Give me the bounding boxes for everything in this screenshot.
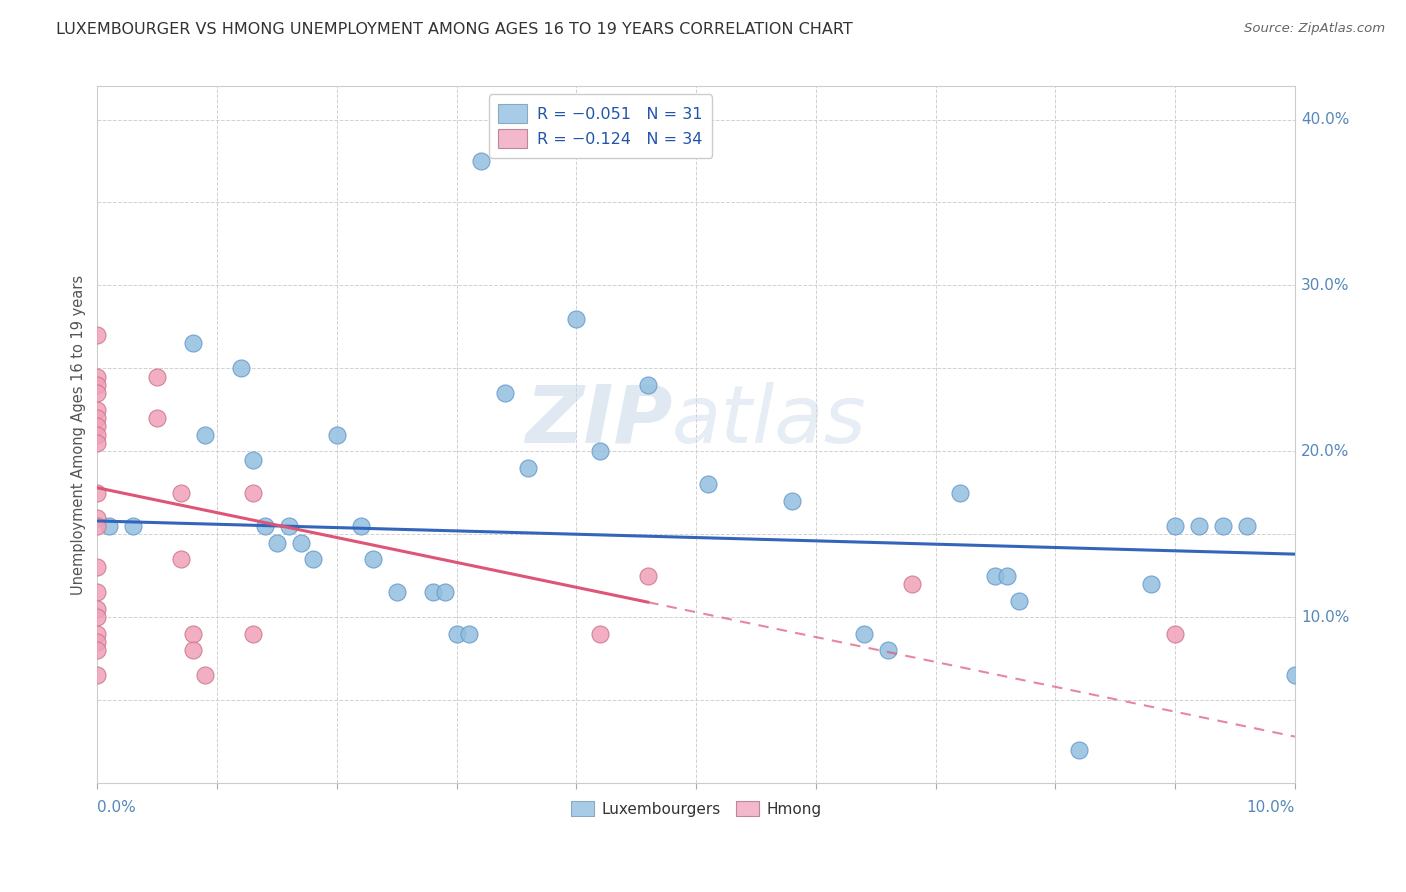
Point (229, 361, 252, 376)
Point (637, 568, 659, 582)
Point (278, 519, 301, 533)
Point (1069, 743, 1091, 757)
Point (86, 643, 108, 657)
Point (350, 519, 373, 533)
Point (86, 602, 108, 616)
Text: 0.0%: 0.0% (97, 800, 136, 815)
Point (1164, 626, 1187, 640)
Point (181, 643, 204, 657)
Point (1284, 668, 1306, 682)
Point (470, 153, 492, 168)
Point (1164, 519, 1187, 533)
Point (86, 386, 108, 401)
Point (86, 560, 108, 574)
Point (1212, 519, 1234, 533)
Point (852, 626, 875, 640)
Point (565, 311, 588, 326)
Point (86, 626, 108, 640)
Point (422, 585, 444, 599)
Legend: Luxembourgers, Hmong: Luxembourgers, Hmong (562, 793, 830, 824)
Point (86, 427, 108, 442)
Text: LUXEMBOURGER VS HMONG UNEMPLOYMENT AMONG AGES 16 TO 19 YEARS CORRELATION CHART: LUXEMBOURGER VS HMONG UNEMPLOYMENT AMONG… (56, 22, 853, 37)
Point (517, 461, 540, 475)
Point (302, 552, 325, 566)
Point (86, 485, 108, 500)
Point (697, 477, 720, 491)
Text: 10.0%: 10.0% (1247, 800, 1295, 815)
Point (122, 519, 145, 533)
Point (86, 668, 108, 682)
Point (86, 436, 108, 450)
Y-axis label: Unemployment Among Ages 16 to 19 years: Unemployment Among Ages 16 to 19 years (72, 275, 86, 595)
Point (984, 568, 1007, 582)
Point (242, 626, 264, 640)
Point (446, 626, 468, 640)
Point (1008, 593, 1031, 607)
Point (86, 369, 108, 384)
Point (948, 485, 970, 500)
Point (361, 552, 384, 566)
Point (86, 419, 108, 434)
Point (1236, 519, 1258, 533)
Text: ZIP: ZIP (524, 382, 672, 459)
Point (385, 585, 408, 599)
Point (181, 336, 204, 351)
Point (86, 519, 108, 533)
Point (86, 585, 108, 599)
Point (98, 519, 121, 533)
Point (326, 427, 349, 442)
Point (86, 635, 108, 649)
Point (242, 452, 264, 467)
Point (253, 519, 276, 533)
Text: atlas: atlas (672, 382, 868, 459)
Point (194, 427, 217, 442)
Point (494, 386, 516, 401)
Point (170, 552, 193, 566)
Point (589, 626, 612, 640)
Text: Source: ZipAtlas.com: Source: ZipAtlas.com (1244, 22, 1385, 36)
Point (433, 585, 456, 599)
Point (86, 328, 108, 343)
Point (86, 378, 108, 392)
Point (86, 610, 108, 624)
Point (780, 494, 803, 508)
Text: 30.0%: 30.0% (1301, 278, 1350, 293)
Point (876, 643, 898, 657)
Point (86, 510, 108, 524)
Point (1140, 577, 1163, 591)
Point (194, 668, 217, 682)
Point (146, 369, 169, 384)
Point (266, 535, 288, 549)
Point (242, 485, 264, 500)
Point (997, 568, 1019, 582)
Point (290, 535, 312, 549)
Point (181, 626, 204, 640)
Point (637, 378, 659, 392)
Point (86, 402, 108, 417)
Text: 40.0%: 40.0% (1301, 112, 1350, 127)
Point (170, 485, 193, 500)
Point (1188, 519, 1211, 533)
Point (900, 577, 922, 591)
Point (146, 411, 169, 425)
Point (589, 444, 612, 458)
Text: 20.0%: 20.0% (1301, 444, 1350, 458)
Text: 10.0%: 10.0% (1301, 609, 1350, 624)
Point (457, 626, 479, 640)
Point (86, 411, 108, 425)
